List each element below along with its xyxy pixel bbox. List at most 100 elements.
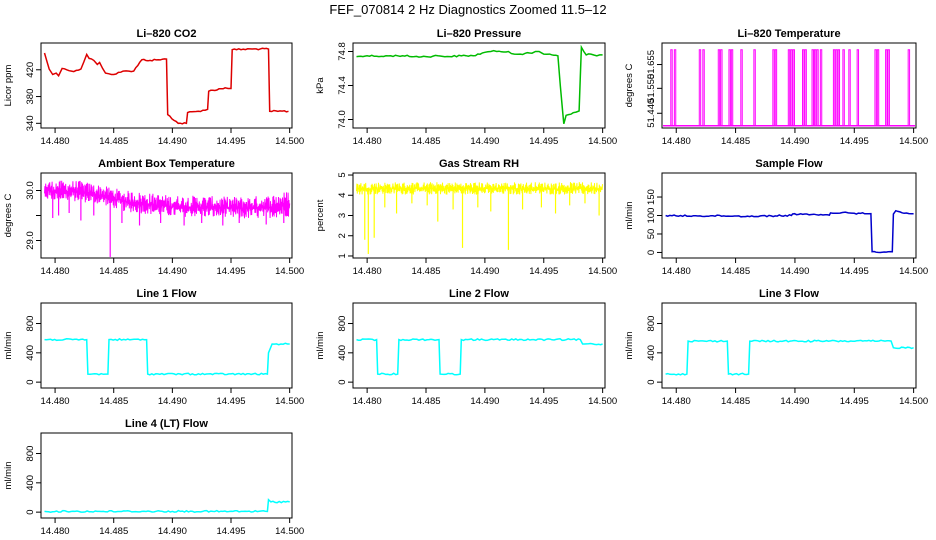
chart-title: Line 1 Flow (137, 288, 197, 300)
plot-frame (661, 42, 917, 129)
series-spike (832, 49, 836, 126)
chart-panel: Sample Flow 14.480 14.485 14.490 14.495 14.50… (624, 158, 928, 277)
x-tick-label: 14.500 (588, 266, 617, 277)
series-spike (740, 49, 743, 126)
x-tick-label: 14.490 (158, 526, 187, 537)
series-line (356, 337, 603, 376)
y-tick-label: 51.550 (646, 74, 657, 103)
x-tick-label: 14.480 (41, 526, 70, 537)
x-tick-label: 14.480 (662, 266, 691, 277)
y-axis-label: ml/min (624, 332, 635, 360)
x-tick-label: 14.500 (275, 136, 304, 147)
x-tick-label: 14.495 (216, 526, 245, 537)
y-tick-label: 800 (646, 316, 657, 332)
series-spike (787, 49, 791, 126)
series-spike (874, 49, 877, 126)
x-tick-label: 14.485 (99, 526, 128, 537)
series-line (356, 44, 603, 125)
series-spike (835, 49, 838, 126)
chart-title: Li–820 CO2 (137, 28, 197, 40)
chart-title: Li–820 Pressure (437, 28, 521, 40)
series-spike (730, 49, 734, 126)
x-tick-label: 14.480 (353, 396, 382, 407)
x-tick-label: 14.480 (353, 266, 382, 277)
series-spike (811, 49, 814, 126)
series-group (356, 182, 603, 254)
series-line (665, 339, 914, 376)
series-spike (856, 49, 860, 126)
y-tick-label: 100 (646, 208, 657, 224)
y-tick-label: 400 (646, 345, 657, 361)
x-tick-label: 14.490 (470, 396, 499, 407)
x-tick-label: 14.485 (411, 266, 440, 277)
chart-title: Sample Flow (755, 158, 823, 170)
chart-title: Gas Stream RH (439, 158, 519, 170)
plot-frame (40, 302, 293, 389)
x-tick-label: 14.485 (99, 136, 128, 147)
plot-frame (40, 42, 293, 129)
plot-frame (661, 302, 917, 389)
x-tick-label: 14.495 (529, 266, 558, 277)
x-tick-label: 14.500 (588, 136, 617, 147)
x-tick-label: 14.495 (840, 396, 869, 407)
series-spike (842, 49, 845, 126)
y-tick-label: 400 (337, 345, 348, 361)
series-group (44, 337, 290, 376)
series-group (665, 339, 914, 376)
chart-panel: Line 1 Flow 14.480 14.485 14.490 14.495 14.50… (3, 288, 304, 407)
series-spike (804, 49, 807, 126)
x-tick-label: 14.480 (41, 136, 70, 147)
series-spike (720, 49, 723, 126)
y-tick-label: 5 (337, 172, 348, 177)
y-tick-label: 800 (337, 316, 348, 332)
x-tick-label: 14.480 (353, 136, 382, 147)
y-axis-label: kPa (315, 77, 326, 94)
series-group (356, 44, 603, 125)
y-tick-label: 74.8 (337, 42, 348, 61)
chart-panel: Li–820 Pressure 14.480 14.485 14.490 14.495 1… (315, 28, 617, 147)
series-spike (813, 49, 817, 126)
x-tick-label: 14.485 (721, 396, 750, 407)
y-tick-label: 800 (25, 446, 36, 462)
x-tick-label: 14.495 (529, 396, 558, 407)
series-spike (802, 49, 805, 126)
x-tick-label: 14.500 (899, 136, 928, 147)
chart-panel: Li–820 CO2 14.480 14.485 14.490 14.495 14.500… (3, 28, 304, 147)
series-group (663, 49, 915, 127)
series-spike (717, 49, 721, 126)
series-group (44, 498, 290, 513)
y-tick-label: 150 (646, 189, 657, 205)
series-spike (702, 49, 705, 126)
series-line (44, 498, 290, 513)
chart-panel: Li–820 Temperature 14.480 14.485 14.490 14.4… (624, 28, 928, 147)
x-tick-label: 14.490 (158, 396, 187, 407)
series-spike (673, 49, 677, 126)
x-tick-label: 14.500 (275, 396, 304, 407)
series-spike (887, 49, 890, 126)
x-tick-label: 14.480 (41, 396, 70, 407)
series-spike (848, 49, 851, 126)
x-tick-label: 14.500 (899, 396, 928, 407)
y-tick-label: 0 (25, 509, 36, 514)
series-spike (774, 49, 778, 126)
x-tick-label: 14.490 (158, 136, 187, 147)
series-group (43, 47, 289, 125)
plot-frame (352, 302, 606, 389)
y-tick-label: 74.4 (337, 76, 348, 95)
x-tick-label: 14.485 (99, 396, 128, 407)
series-band (356, 182, 603, 195)
x-tick-label: 14.495 (216, 136, 245, 147)
y-axis-label: ml/min (3, 332, 14, 360)
x-tick-label: 14.500 (275, 266, 304, 277)
x-tick-label: 14.500 (899, 266, 928, 277)
y-tick-label: 0 (25, 379, 36, 384)
series-line (44, 337, 290, 376)
y-axis-label: ml/min (3, 462, 14, 490)
series-spike (907, 49, 911, 126)
x-tick-label: 14.485 (721, 136, 750, 147)
series-spike (819, 49, 823, 126)
chart-panel: Line 2 Flow 14.480 14.485 14.490 14.495 14.50… (315, 288, 617, 407)
x-tick-label: 14.500 (275, 526, 304, 537)
series-spike (837, 49, 841, 126)
